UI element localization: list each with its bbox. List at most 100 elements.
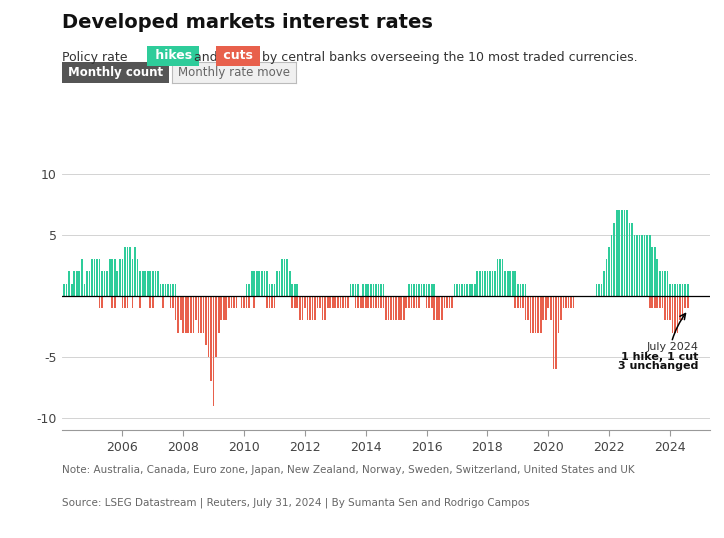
Bar — [644, 235, 646, 296]
Bar — [96, 259, 98, 296]
Bar — [363, 296, 364, 308]
Bar — [218, 296, 219, 332]
Bar — [395, 296, 397, 320]
Bar — [552, 296, 554, 369]
Bar — [611, 235, 613, 296]
Bar — [78, 272, 80, 296]
Bar — [408, 296, 410, 308]
Bar — [329, 296, 331, 308]
Bar — [256, 272, 258, 296]
Bar — [172, 296, 174, 308]
Bar — [426, 296, 427, 308]
Bar — [266, 296, 268, 308]
Bar — [510, 272, 511, 296]
Bar — [652, 296, 653, 308]
Bar — [459, 284, 460, 296]
Bar — [502, 259, 503, 296]
Bar — [162, 284, 164, 296]
Bar — [159, 284, 161, 296]
Bar — [220, 296, 222, 320]
Bar — [560, 296, 562, 320]
Bar — [545, 296, 547, 320]
Bar — [193, 296, 194, 332]
Bar — [634, 235, 636, 296]
Bar — [137, 259, 138, 296]
Bar — [198, 296, 199, 332]
Bar — [449, 296, 450, 308]
Text: Monthly rate move: Monthly rate move — [178, 66, 290, 79]
Bar — [185, 296, 187, 332]
Bar — [636, 235, 638, 296]
Bar — [271, 284, 273, 296]
Bar — [471, 284, 473, 296]
Bar — [659, 296, 661, 308]
Bar — [378, 284, 379, 296]
Bar — [647, 235, 648, 296]
Bar — [628, 223, 631, 296]
Bar — [98, 296, 101, 308]
Bar — [132, 259, 133, 296]
Bar — [337, 296, 339, 308]
Bar — [358, 284, 359, 296]
Bar — [664, 296, 666, 320]
Bar — [132, 296, 133, 308]
Bar — [225, 296, 227, 320]
Bar — [144, 272, 146, 296]
Bar — [565, 296, 567, 308]
Bar — [669, 296, 671, 320]
Bar — [515, 296, 516, 308]
Bar — [434, 296, 435, 320]
Bar — [687, 296, 689, 308]
Bar — [358, 296, 359, 308]
Bar — [309, 296, 311, 320]
Bar — [677, 284, 678, 296]
Bar — [299, 296, 300, 320]
Bar — [373, 284, 374, 296]
Bar — [340, 296, 341, 308]
Bar — [91, 259, 93, 296]
Bar — [111, 296, 113, 308]
Bar — [654, 247, 656, 296]
Bar — [682, 284, 683, 296]
Bar — [411, 284, 412, 296]
Text: Note: Australia, Canada, Euro zone, Japan, New Zealand, Norway, Sweden, Switzerl: Note: Australia, Canada, Euro zone, Japa… — [62, 465, 634, 476]
Bar — [517, 296, 518, 308]
Bar — [532, 296, 534, 332]
Bar — [304, 296, 306, 308]
Bar — [248, 284, 250, 296]
Bar — [429, 296, 430, 308]
Bar — [355, 284, 356, 296]
Bar — [258, 272, 260, 296]
Text: Monthly count: Monthly count — [67, 66, 163, 79]
Bar — [215, 296, 217, 357]
Bar — [66, 284, 67, 296]
Bar — [413, 296, 415, 308]
Bar — [474, 284, 476, 296]
Bar — [492, 272, 493, 296]
Bar — [639, 235, 641, 296]
Bar — [383, 296, 384, 308]
Bar — [375, 284, 376, 296]
Text: July 2024: July 2024 — [647, 342, 699, 352]
Bar — [494, 272, 496, 296]
Bar — [127, 247, 128, 296]
Bar — [596, 284, 597, 296]
Bar — [573, 296, 574, 308]
Bar — [269, 284, 270, 296]
Bar — [525, 284, 526, 296]
Bar — [431, 284, 432, 296]
Bar — [626, 210, 628, 296]
Bar — [68, 272, 70, 296]
Bar — [654, 296, 656, 308]
Bar — [182, 296, 184, 332]
Bar — [662, 272, 663, 296]
Bar — [195, 296, 197, 320]
Bar — [550, 296, 552, 320]
Text: hikes: hikes — [151, 49, 196, 62]
Bar — [129, 247, 131, 296]
Bar — [322, 296, 324, 320]
Bar — [274, 296, 275, 308]
Bar — [507, 272, 508, 296]
Bar — [568, 296, 569, 308]
Bar — [411, 296, 412, 308]
